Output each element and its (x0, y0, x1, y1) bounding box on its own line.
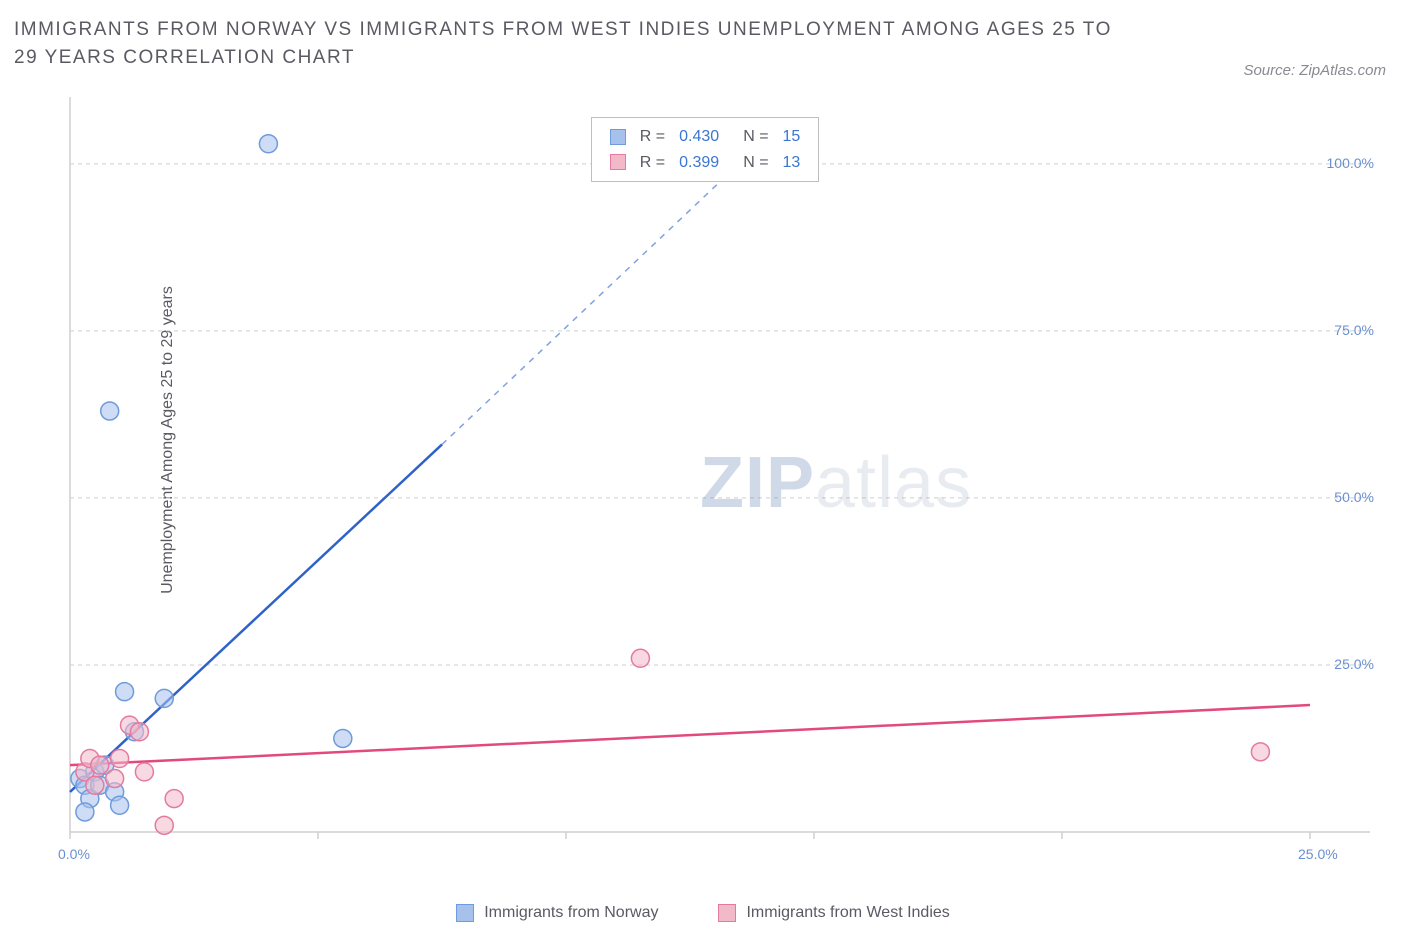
source-label: Source: ZipAtlas.com (1243, 62, 1386, 79)
stats-r-value: 0.399 (679, 150, 719, 176)
stats-n-label: N = (743, 150, 768, 176)
y-tick-label: 50.0% (1334, 489, 1374, 505)
data-point (1251, 743, 1269, 761)
data-point (631, 649, 649, 667)
chart-container: IMMIGRANTS FROM NORWAY VS IMMIGRANTS FRO… (0, 0, 1406, 930)
data-point (86, 776, 104, 794)
data-point (130, 723, 148, 741)
stats-r-label: R = (640, 150, 665, 176)
legend-item: Immigrants from West Indies (718, 904, 949, 922)
x-tick-label: 0.0% (58, 846, 90, 862)
stats-row: R = 0.430 N = 15 (610, 124, 801, 150)
data-point (76, 803, 94, 821)
chart-title: IMMIGRANTS FROM NORWAY VS IMMIGRANTS FRO… (14, 16, 1114, 71)
y-tick-label: 75.0% (1334, 322, 1374, 338)
data-point (91, 756, 109, 774)
plot-area: ZIPatlas R =0.430N =15R =0.399N =13 25.0… (60, 92, 1380, 862)
plot-svg (60, 92, 1380, 862)
stats-box: R = 0.430 N = 15 R = 0.399 N = 13 (591, 117, 820, 182)
y-tick-label: 100.0% (1327, 155, 1374, 171)
legend-swatch (718, 904, 736, 922)
data-point (111, 796, 129, 814)
legend-item: Immigrants from Norway (456, 904, 658, 922)
data-point (111, 750, 129, 768)
stats-row: R = 0.399 N = 13 (610, 150, 801, 176)
stats-r-value: 0.430 (679, 124, 719, 150)
stats-n-value: 15 (783, 124, 801, 150)
legend-swatch (456, 904, 474, 922)
stats-n-value: 13 (783, 150, 801, 176)
bottom-legend: Immigrants from Norway Immigrants from We… (0, 904, 1406, 922)
stats-n-label: N = (743, 124, 768, 150)
y-tick-label: 25.0% (1334, 656, 1374, 672)
legend-label: Immigrants from Norway (484, 904, 658, 922)
data-point (101, 402, 119, 420)
data-point (334, 729, 352, 747)
data-point (259, 135, 277, 153)
data-point (106, 770, 124, 788)
stats-swatch (610, 129, 626, 145)
data-point (116, 683, 134, 701)
data-point (165, 790, 183, 808)
data-point (155, 689, 173, 707)
stats-r-label: R = (640, 124, 665, 150)
legend-label: Immigrants from West Indies (746, 904, 949, 922)
data-point (155, 816, 173, 834)
x-tick-label: 25.0% (1298, 846, 1338, 862)
data-point (135, 763, 153, 781)
stats-swatch (610, 154, 626, 170)
